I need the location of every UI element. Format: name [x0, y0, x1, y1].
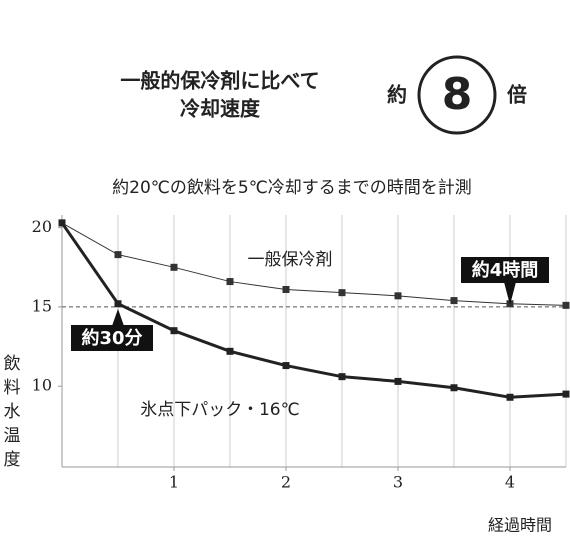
point — [282, 362, 290, 370]
subtitle: 約20℃の飲料を5℃冷却するまでの時間を計測 — [112, 178, 472, 198]
badge-prefix: 約 — [387, 83, 407, 107]
badge-suffix: 倍 — [507, 83, 527, 107]
point — [394, 292, 402, 300]
point — [58, 219, 66, 227]
point — [394, 377, 402, 385]
y-axis-label: 水 — [4, 402, 21, 422]
point — [114, 251, 122, 259]
series-line — [60, 222, 567, 399]
point — [338, 289, 346, 297]
y-tick-label: 15 — [32, 296, 52, 315]
point — [450, 384, 458, 392]
y-axis-label: 飲 — [4, 354, 21, 374]
x-tick-label: 2 — [281, 473, 291, 492]
series-label: 一般保冷剤 — [248, 250, 333, 270]
y-tick-label: 10 — [32, 376, 52, 395]
point — [170, 263, 178, 271]
x-axis-label: 経過時間 — [488, 516, 552, 535]
point — [226, 347, 234, 355]
callout-pointer — [112, 308, 124, 326]
badge-value: 8 — [442, 69, 473, 120]
title-line: 冷却速度 — [180, 97, 261, 121]
title-line: 一般的保冷剤に比べて — [120, 69, 319, 93]
callout-text: 約4時間 — [472, 259, 539, 281]
point — [562, 301, 570, 309]
y-tick-label: 20 — [32, 217, 52, 236]
point — [226, 278, 234, 286]
y-axis-label: 料 — [4, 378, 21, 398]
point — [450, 297, 458, 305]
y-axis-label: 度 — [4, 450, 21, 470]
point — [114, 300, 122, 308]
y-axis-label: 温 — [4, 426, 21, 446]
point — [506, 393, 514, 401]
point — [282, 285, 290, 293]
point — [338, 373, 346, 381]
callout-box — [71, 325, 153, 351]
x-tick-label: 4 — [505, 473, 515, 492]
badge-circle — [417, 55, 497, 135]
callout-text: 約30分 — [81, 327, 142, 349]
callout-box — [461, 257, 549, 283]
x-tick-label: 1 — [169, 473, 179, 492]
point — [562, 390, 570, 398]
point — [170, 327, 178, 335]
series-label: 氷点下パック・16℃ — [140, 400, 299, 420]
x-tick-label: 3 — [393, 473, 403, 492]
series-line — [61, 222, 567, 306]
callout-pointer — [504, 282, 516, 305]
